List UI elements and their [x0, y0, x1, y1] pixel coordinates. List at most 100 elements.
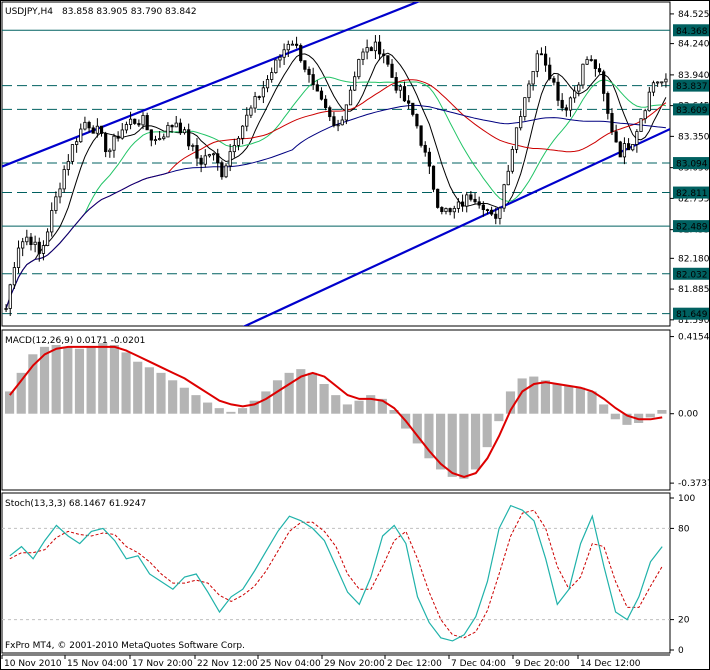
- macd-histogram-bar: [133, 361, 143, 414]
- candle-body: [539, 53, 544, 56]
- macd-histogram-bar: [599, 404, 609, 414]
- macd-histogram-bar: [470, 413, 481, 470]
- stochastic-signal-line: [9, 509, 663, 639]
- candle-body: [452, 208, 456, 213]
- level-tag-label: 83.094: [676, 160, 708, 170]
- candle-body: [377, 41, 382, 55]
- copyright-text: FxPro MT4, © 2001-2010 MetaQuotes Softwa…: [5, 641, 245, 651]
- candle-body: [241, 125, 245, 139]
- macd-histogram-bar: [39, 346, 50, 414]
- candle-body: [274, 59, 278, 74]
- candle-body: [315, 84, 319, 92]
- price-panel[interactable]: USDJPY,H4 83.858 83.905 83.790 83.842: [1, 0, 671, 439]
- candle-body: [490, 209, 494, 215]
- macd-signal-line: [9, 345, 663, 478]
- candle-body: [294, 43, 299, 46]
- ma-green-line: [5, 76, 666, 309]
- candle-body: [344, 104, 348, 121]
- candle-body: [191, 145, 195, 147]
- candle-body: [149, 129, 153, 141]
- macd-histogram-bar: [575, 387, 585, 414]
- level-tag-label: 82.032: [676, 270, 708, 280]
- candle-body: [104, 133, 108, 153]
- candle-body: [427, 151, 431, 167]
- candle-body: [153, 139, 158, 142]
- macd-histogram-bar: [494, 413, 504, 422]
- candle-body: [332, 116, 336, 127]
- macd-tick-label: 0.4154: [678, 333, 710, 343]
- price-tick-label: 84.525: [678, 10, 710, 20]
- candle-body: [618, 141, 622, 158]
- candle-body: [120, 129, 124, 139]
- candle-body: [128, 118, 133, 125]
- candle-body: [415, 114, 419, 127]
- macd-histogram-bar: [354, 400, 364, 414]
- macd-histogram-bar: [377, 398, 387, 414]
- candle-body: [124, 124, 129, 131]
- macd-panel[interactable]: MACD(12,26,9) 0.0171 -0.0201: [1, 329, 671, 491]
- candle-body: [50, 210, 54, 233]
- macd-histogram: [5, 343, 667, 479]
- candle-body: [431, 165, 436, 190]
- candle-body: [70, 144, 75, 162]
- macd-histogram-bar: [261, 391, 271, 414]
- candle-body: [257, 96, 261, 98]
- level-tag-label: 83.609: [676, 106, 708, 116]
- candle-body: [440, 207, 444, 212]
- candle-body: [444, 208, 448, 212]
- candle-body: [597, 68, 602, 73]
- time-tick-label: 7 Dec 04:00: [451, 659, 506, 669]
- candle-body: [473, 198, 477, 203]
- candle-body: [141, 115, 145, 126]
- macd-histogram-bar: [144, 367, 154, 414]
- time-tick-label: 10 Nov 2010: [4, 659, 62, 669]
- macd-histogram-bar: [63, 346, 73, 414]
- candle-body: [527, 83, 531, 99]
- candle-body: [232, 145, 236, 153]
- candle-body: [137, 123, 141, 126]
- candle-body: [614, 131, 618, 143]
- candle-body: [556, 81, 560, 101]
- macd-histogram-bar: [412, 413, 422, 444]
- candle-body: [261, 87, 265, 98]
- candle-body: [158, 138, 162, 141]
- candle-body: [4, 308, 8, 310]
- candle-body: [502, 184, 506, 209]
- candle-body: [382, 53, 386, 57]
- macd-histogram-bar: [529, 376, 539, 414]
- candle-body: [178, 122, 182, 134]
- candle-body: [589, 59, 593, 61]
- candle-body: [203, 155, 207, 165]
- candle-body: [182, 129, 187, 134]
- candle-body: [656, 81, 660, 84]
- candle-body: [635, 131, 639, 145]
- candle-body: [469, 194, 473, 200]
- candle-body: [66, 161, 70, 170]
- stochastic-tick-label: 100: [678, 494, 695, 504]
- candle-body: [639, 118, 643, 132]
- macd-histogram-bar: [459, 413, 469, 479]
- candle-body: [112, 135, 116, 151]
- macd-histogram-bar: [284, 372, 294, 414]
- stochastic-panel[interactable]: Stoch(13,3,3) 68.1467 61.9247 FxPro MT4,…: [1, 492, 671, 654]
- candle-body: [249, 107, 253, 116]
- macd-histogram-bar: [168, 380, 178, 414]
- macd-histogram-bar: [51, 345, 61, 414]
- macd-panel-border: [1, 329, 671, 491]
- stochastic-main-line: [9, 504, 663, 642]
- macd-histogram-bar: [540, 380, 551, 414]
- candle-body: [456, 201, 461, 209]
- macd-histogram-bar: [191, 395, 201, 414]
- macd-histogram-bar: [587, 391, 597, 414]
- ma-black-line: [5, 52, 667, 309]
- candle-body: [290, 43, 295, 46]
- candle-body: [643, 110, 647, 120]
- candle-body: [328, 107, 332, 118]
- candle-body: [411, 102, 415, 115]
- candle-body: [211, 153, 216, 156]
- candle-body: [236, 137, 241, 146]
- candle-body: [365, 47, 369, 53]
- macd-histogram-bar: [552, 384, 562, 414]
- candle-body: [664, 78, 668, 83]
